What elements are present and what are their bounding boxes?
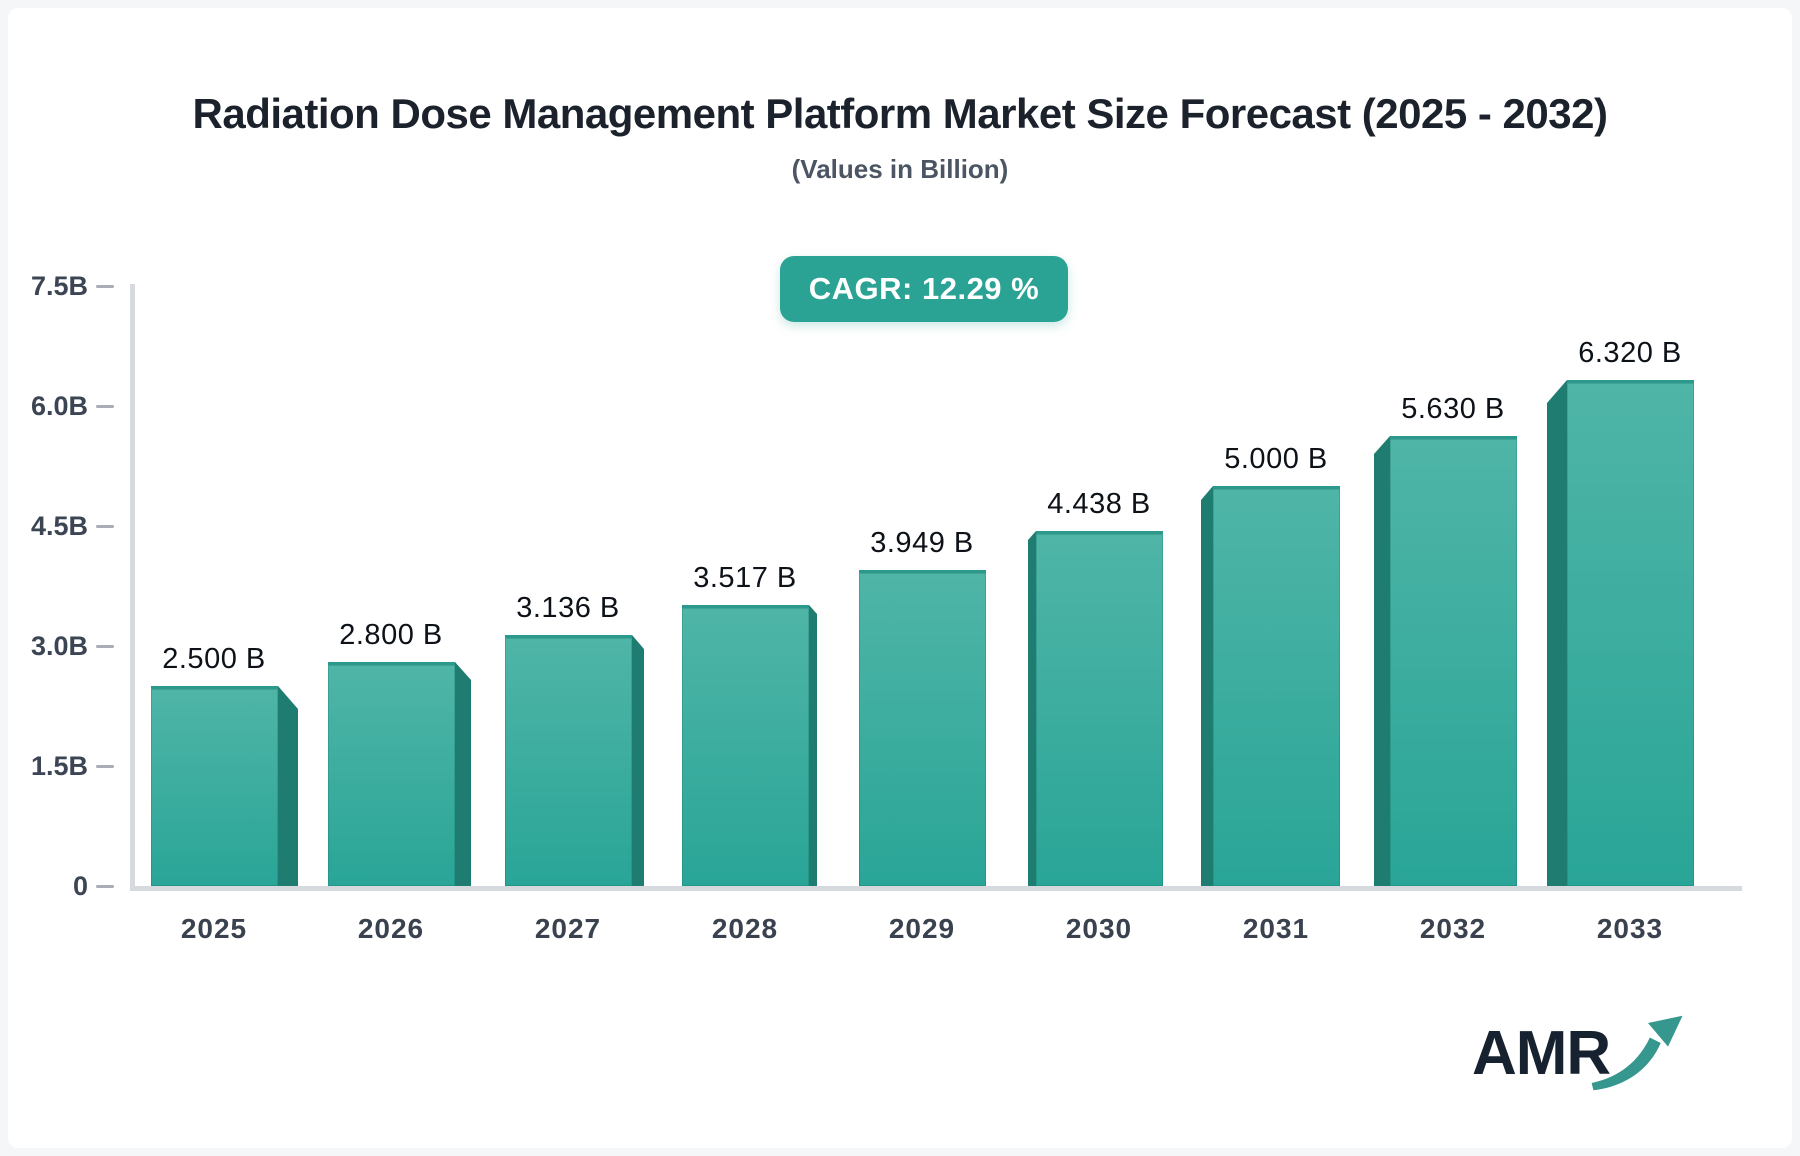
bar-3d-side [1547, 380, 1567, 886]
bar-2028 [682, 605, 809, 886]
y-axis-tick-dash [96, 645, 114, 648]
cagr-badge: CAGR: 12.29 % [780, 256, 1068, 322]
y-axis-tick-dash [96, 765, 114, 768]
y-axis-tick-label: 1.5B [30, 751, 88, 781]
bar-2031 [1213, 486, 1340, 886]
bar-value-label: 6.320 B [1578, 337, 1682, 369]
y-axis-tick-label: 0 [72, 871, 88, 901]
bar-2027 [505, 635, 632, 886]
bar-3d-side [455, 662, 471, 886]
y-axis-tick-label: 6.0B [30, 391, 88, 421]
y-axis-line [130, 284, 135, 891]
bar-3d-side [1201, 486, 1213, 886]
bar-2025 [151, 686, 278, 886]
bar-2030 [1036, 531, 1163, 886]
y-axis-tick-dash [96, 885, 114, 888]
bar-value-label: 5.630 B [1401, 393, 1505, 425]
bar-value-label: 3.517 B [693, 562, 797, 594]
y-axis-tick-dash [96, 525, 114, 528]
bar-value-label: 5.000 B [1224, 443, 1328, 475]
x-axis-label: 2029 [888, 913, 956, 944]
bar-value-label: 3.136 B [516, 592, 620, 624]
x-axis-label: 2027 [534, 913, 602, 944]
bar-value-label: 3.949 B [870, 527, 974, 559]
chart-title: Radiation Dose Management Platform Marke… [192, 90, 1608, 137]
y-axis-tick-dash [96, 285, 114, 288]
bar-value-label: 2.500 B [162, 643, 266, 675]
amr-logo: AMR [1472, 1015, 1702, 1104]
bar-3d-side [278, 686, 298, 886]
x-axis-label: 2030 [1065, 913, 1133, 944]
bar-2033 [1567, 380, 1694, 886]
x-axis-label: 2031 [1242, 913, 1310, 944]
bar-3d-side [1028, 531, 1036, 886]
bar-3d-side [809, 605, 817, 886]
bar-2029 [859, 570, 986, 886]
cagr-badge-label: CAGR: 12.29 % [808, 271, 1040, 306]
bar-2032 [1390, 436, 1517, 886]
x-axis-label: 2025 [180, 913, 248, 944]
x-axis-baseline [130, 886, 1742, 891]
x-axis-label: 2026 [357, 913, 425, 944]
chart-header: Radiation Dose Management Platform Marke… [0, 90, 1800, 185]
bar-3d-side [632, 635, 644, 886]
bar-2026 [328, 662, 455, 886]
x-axis-label: 2032 [1419, 913, 1487, 944]
y-axis-tick-label: 4.5B [30, 511, 88, 541]
bar-value-label: 4.438 B [1047, 488, 1151, 520]
growth-arrow-icon [1591, 1015, 1683, 1091]
chart-subtitle: (Values in Billion) [791, 154, 1009, 184]
x-axis-label: 2028 [711, 913, 779, 944]
y-axis-tick-label: 7.5B [30, 271, 88, 301]
bar-3d-side [1374, 436, 1390, 886]
x-axis-label: 2033 [1596, 913, 1664, 944]
y-axis-tick-dash [96, 405, 114, 408]
amr-logo-text: AMR [1472, 1019, 1611, 1088]
y-axis-tick-label: 3.0B [30, 631, 88, 661]
bar-value-label: 2.800 B [339, 619, 443, 651]
